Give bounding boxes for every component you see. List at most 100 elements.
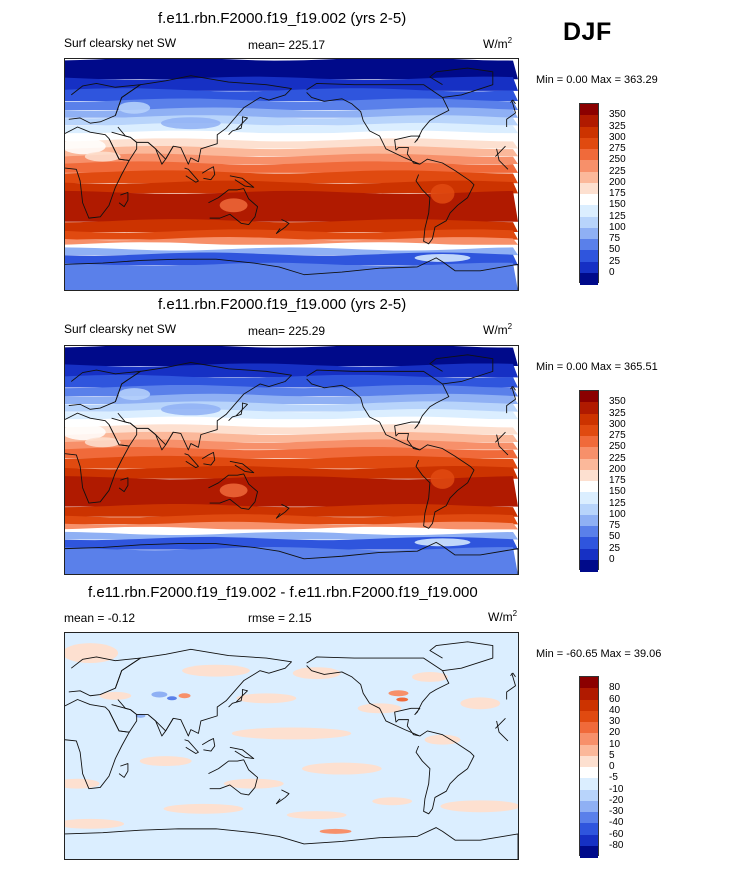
colorbar-swatch — [580, 413, 598, 426]
colorbar-tick-label: -60 — [609, 828, 624, 840]
coastline-samerica — [415, 730, 475, 815]
contour-band — [65, 76, 518, 91]
contour-band — [65, 447, 518, 459]
coastline-uk — [510, 672, 516, 678]
coastline-borneo — [201, 451, 216, 466]
colorbar-swatch — [580, 137, 598, 150]
colorbar-tick-label: 275 — [609, 430, 626, 441]
panel-1-variable-label: Surf clearsky net SW — [64, 36, 177, 50]
contour-feature — [440, 800, 518, 813]
colorbar-swatch — [580, 227, 598, 240]
coastline-samerica — [415, 158, 475, 245]
colorbar-tick-label: 350 — [609, 109, 626, 121]
contour-feature — [84, 151, 121, 162]
colorbar-tick-label: 350 — [609, 396, 626, 408]
panel-2-colorbar: 350 325 300 275 250 225 200 175 150 125 100 75 50 25 0 — [579, 390, 626, 572]
coastline-japan — [228, 116, 248, 136]
contour-feature — [286, 811, 347, 820]
coastline-africa — [496, 720, 509, 742]
contour-band — [65, 98, 518, 111]
colorbar-swatch — [580, 548, 598, 561]
panel-1-map — [64, 58, 519, 291]
coastline-australia — [208, 759, 258, 796]
contour-band — [65, 252, 518, 266]
colorbar-tick-label: 325 — [609, 120, 626, 132]
contour-feature — [182, 664, 250, 677]
contour-feature — [460, 697, 501, 710]
coastline-arabia — [108, 417, 138, 447]
coastline-greenland — [429, 641, 494, 672]
colorbar-swatch — [580, 391, 598, 403]
colorbar-swatch — [580, 677, 598, 689]
contour-feature — [424, 734, 461, 745]
colorbar-swatch — [580, 800, 598, 813]
contour-band — [65, 229, 518, 240]
colorbar-tick-label: 225 — [609, 452, 626, 464]
panel-2-title: f.e11.rbn.F2000.f19_f19.000 (yrs 2-5) — [158, 296, 407, 313]
contour-feature — [65, 643, 119, 663]
contour-band — [65, 59, 518, 80]
colorbar-swatch — [580, 205, 598, 217]
coastline-uk — [510, 99, 516, 105]
colorbar-swatch — [580, 492, 598, 504]
contour-feature — [118, 101, 151, 114]
coastline-europe — [506, 386, 516, 414]
panel-3-minmax: Min = -60.65 Max = 39.06 — [536, 648, 662, 660]
coastline-madagascar — [118, 763, 129, 778]
coastline-arabia — [108, 704, 138, 733]
contour-feature — [118, 388, 151, 401]
contour-anomaly — [388, 690, 409, 697]
colorbar-swatch — [580, 778, 598, 790]
colorbar-swatch — [580, 767, 598, 779]
coastline-india — [147, 714, 174, 737]
colorbar-tick-label: 125 — [609, 497, 626, 509]
panel-3-title: f.e11.rbn.F2000.f19_f19.002 - f.e11.rbn.… — [88, 584, 478, 601]
colorbar-swatch — [580, 126, 598, 139]
contour-band — [65, 153, 518, 164]
contour-band — [65, 130, 518, 141]
colorbar-tick-label: 300 — [609, 418, 626, 430]
colorbar-tick-label: 60 — [609, 693, 621, 705]
colorbar-tick-label: 75 — [609, 520, 621, 531]
colorbar-swatch — [580, 733, 598, 745]
coastline-japan — [228, 689, 248, 708]
coastline-greenland — [429, 67, 494, 98]
coastlines — [65, 641, 518, 859]
colorbar-tick-label: 325 — [609, 407, 626, 419]
colorbar-swatch — [580, 834, 598, 847]
contour-feature — [223, 778, 284, 789]
contour-feature — [411, 671, 448, 682]
colorbar-swatch — [580, 755, 598, 768]
colorbar-tick-label: 125 — [609, 210, 626, 222]
colorbar-tick-label: 0 — [609, 266, 615, 278]
contour-feature — [163, 803, 244, 814]
contour-feature — [160, 403, 221, 416]
coastline-borneo — [201, 166, 216, 181]
contour-feature — [292, 667, 341, 680]
coastline-antarctica — [65, 827, 518, 859]
coastline-africa — [65, 412, 130, 504]
contour-band — [65, 242, 518, 250]
colorbar-swatch — [580, 115, 598, 127]
colorbar-tick-label: 25 — [609, 542, 621, 554]
panel-1-units: W/m2 — [483, 36, 513, 51]
panel-2-variable-label: Surf clearsky net SW — [64, 322, 177, 336]
contour-band — [65, 190, 518, 222]
coastline-madagascar — [118, 477, 129, 493]
colorbar-swatch — [580, 722, 598, 734]
coastline-europe — [506, 99, 516, 128]
panel-2-mean-label: mean= 225.29 — [248, 324, 326, 338]
contour-anomaly — [396, 697, 409, 702]
panel-1-minmax: Min = 0.00 Max = 363.29 — [536, 74, 658, 86]
coastline-nzealand — [275, 503, 290, 519]
contour-band — [65, 393, 518, 404]
contour-feature — [219, 198, 248, 213]
coastline-samerica — [415, 444, 475, 529]
contour-feature — [99, 691, 132, 700]
colorbar-tick-label: 150 — [609, 486, 626, 498]
colorbar-swatch — [580, 559, 598, 572]
contour-band — [65, 346, 518, 367]
colorbar-swatch — [580, 537, 598, 549]
panel-1-title: f.e11.rbn.F2000.f19_f19.002 (yrs 2-5) — [158, 10, 407, 27]
coastline-antarctica — [65, 257, 518, 290]
